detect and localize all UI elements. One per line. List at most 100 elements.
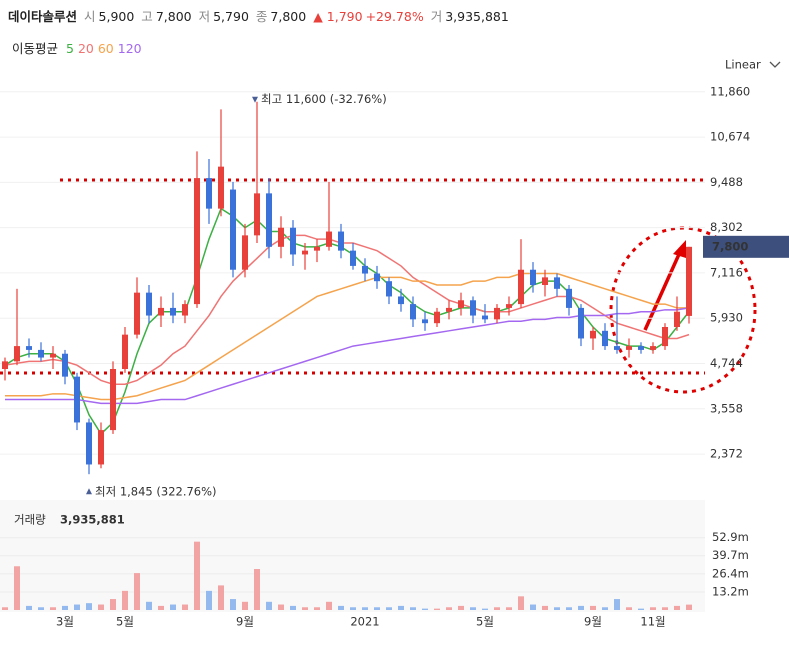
candle-body: [266, 193, 272, 247]
candle-body: [626, 346, 632, 350]
candle-body: [206, 178, 212, 209]
x-tick-label: 2021: [350, 615, 379, 629]
volume-bar: [398, 605, 404, 610]
volume-bar: [410, 607, 416, 610]
legend: 이동평균 5 20 60 120: [12, 38, 146, 57]
volume-bar: [230, 599, 236, 610]
candle-body: [686, 246, 692, 316]
legend-entry: 120: [117, 41, 142, 56]
candle-body: [578, 307, 584, 339]
volume-bar: [386, 607, 392, 610]
volume-bar: [650, 607, 656, 610]
scale-select[interactable]: Linear: [725, 58, 761, 72]
y-tick-label: 13.2m: [712, 584, 749, 598]
legend-entry: 60: [97, 41, 114, 56]
y-tick-label: 7,116: [710, 265, 743, 279]
volume-bar: [254, 569, 260, 610]
candle-body: [26, 346, 32, 350]
candle-body: [530, 269, 536, 285]
y-tick-label: 9,488: [710, 175, 743, 189]
value: 7,800: [155, 9, 192, 24]
volume-bar: [2, 607, 8, 610]
y-tick-label: 3,558: [710, 401, 743, 415]
volume-bar: [434, 608, 440, 610]
change: ▲ 1,790: [313, 9, 363, 24]
candle-body: [422, 319, 428, 324]
volume-bar: [122, 590, 128, 610]
volume-bar: [614, 599, 620, 610]
candle-body: [338, 231, 344, 251]
candle-body: [398, 296, 404, 305]
candle-body: [518, 269, 524, 305]
candle-body: [158, 307, 164, 316]
volume-bar: [470, 607, 476, 610]
candle-body: [542, 277, 548, 285]
y-tick-label: 52.9m: [712, 530, 749, 544]
volume-bar: [146, 601, 152, 610]
volume-bar: [602, 607, 608, 610]
candle-body: [134, 292, 140, 335]
x-tick-label: 9월: [236, 615, 254, 629]
volume-bar: [578, 605, 584, 610]
candle-body: [554, 277, 560, 289]
volume-bar: [506, 607, 512, 610]
x-tick-label: 3월: [56, 615, 74, 629]
volume-bar: [542, 605, 548, 610]
label: 거: [430, 9, 443, 24]
candle-body: [122, 334, 128, 369]
candle-body: [2, 361, 8, 369]
volume-bar: [494, 607, 500, 610]
candle-body: [110, 369, 116, 431]
last-price-box: [703, 235, 789, 258]
arrow-head: [673, 240, 686, 258]
value: 3,935,881: [445, 9, 509, 24]
volume-bar: [314, 607, 320, 610]
candle-body: [146, 292, 152, 316]
stock-name: 데이타솔루션: [8, 9, 78, 24]
candle-body: [86, 422, 92, 465]
label: 종: [255, 9, 268, 24]
volume-bar: [338, 605, 344, 610]
volume-bar: [134, 573, 140, 610]
candle-body: [374, 273, 380, 282]
volume-bar: [242, 601, 248, 610]
candle-body: [302, 250, 308, 255]
volume-bar: [638, 608, 644, 610]
candle-body: [314, 246, 320, 251]
volume-bar: [158, 605, 164, 610]
candle-body: [482, 315, 488, 320]
ma-line: [4, 207, 690, 436]
candle-body: [566, 288, 572, 308]
chevron[interactable]: [769, 61, 781, 68]
candle-body: [74, 376, 80, 423]
y-tick-label: 5,930: [710, 311, 743, 325]
volume-bar: [278, 604, 284, 610]
volume-bar: [26, 605, 32, 610]
volume-bar: [482, 608, 488, 610]
candle-body: [410, 304, 416, 320]
candle-body: [170, 307, 176, 316]
volume-bar: [290, 605, 296, 610]
volume-bar: [74, 604, 80, 610]
low-note: 최저 1,845 (322.76%): [95, 485, 217, 499]
ma-line: [5, 307, 690, 405]
candle-body: [62, 353, 68, 377]
volume-bar: [14, 566, 20, 610]
volume-bar: [182, 604, 188, 610]
y-tick-label: 39.7m: [712, 548, 749, 562]
y-tick-label: 8,302: [710, 220, 743, 234]
x-tick-label: 5월: [476, 615, 494, 629]
candle-body: [362, 265, 368, 274]
candle-body: [470, 300, 476, 316]
volume-title: 거래량: [14, 513, 46, 527]
volume-bar: [218, 585, 224, 610]
y-tick-label: 11,860: [710, 84, 750, 98]
candle-body: [14, 346, 20, 362]
volume-bar: [554, 607, 560, 610]
marker: [86, 488, 92, 495]
value: 5,790: [213, 9, 249, 24]
volume-bar: [302, 607, 308, 610]
last-price-label: 7,800: [712, 239, 748, 253]
ma-line: [4, 234, 690, 386]
